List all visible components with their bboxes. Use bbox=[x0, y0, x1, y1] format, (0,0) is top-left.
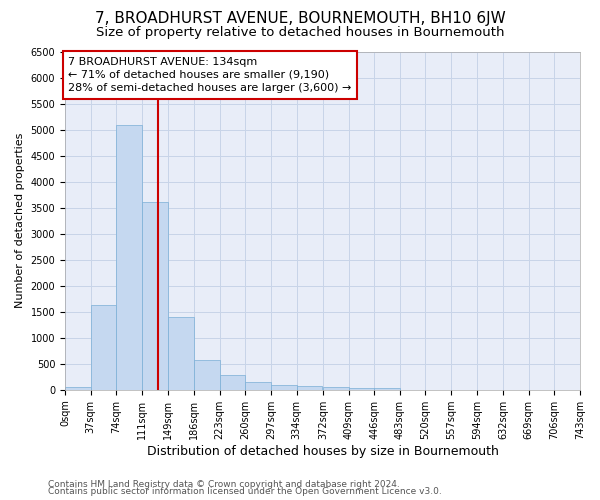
Y-axis label: Number of detached properties: Number of detached properties bbox=[15, 133, 25, 308]
Bar bbox=[116, 126, 142, 390]
Bar bbox=[194, 360, 220, 390]
Text: 7 BROADHURST AVENUE: 134sqm
← 71% of detached houses are smaller (9,190)
28% of : 7 BROADHURST AVENUE: 134sqm ← 71% of det… bbox=[68, 56, 352, 93]
Text: 7, BROADHURST AVENUE, BOURNEMOUTH, BH10 6JW: 7, BROADHURST AVENUE, BOURNEMOUTH, BH10 … bbox=[95, 11, 505, 26]
Text: Contains public sector information licensed under the Open Government Licence v3: Contains public sector information licen… bbox=[48, 488, 442, 496]
Text: Contains HM Land Registry data © Crown copyright and database right 2024.: Contains HM Land Registry data © Crown c… bbox=[48, 480, 400, 489]
Bar bbox=[271, 384, 296, 390]
Bar bbox=[91, 306, 116, 390]
Bar bbox=[374, 388, 400, 390]
Bar bbox=[168, 317, 194, 390]
X-axis label: Distribution of detached houses by size in Bournemouth: Distribution of detached houses by size … bbox=[146, 444, 499, 458]
Bar bbox=[220, 374, 245, 390]
Bar bbox=[296, 386, 322, 390]
Bar bbox=[349, 388, 374, 390]
Text: Size of property relative to detached houses in Bournemouth: Size of property relative to detached ho… bbox=[96, 26, 504, 39]
Bar bbox=[323, 387, 349, 390]
Bar bbox=[142, 202, 167, 390]
Bar bbox=[245, 382, 271, 390]
Bar bbox=[65, 387, 91, 390]
